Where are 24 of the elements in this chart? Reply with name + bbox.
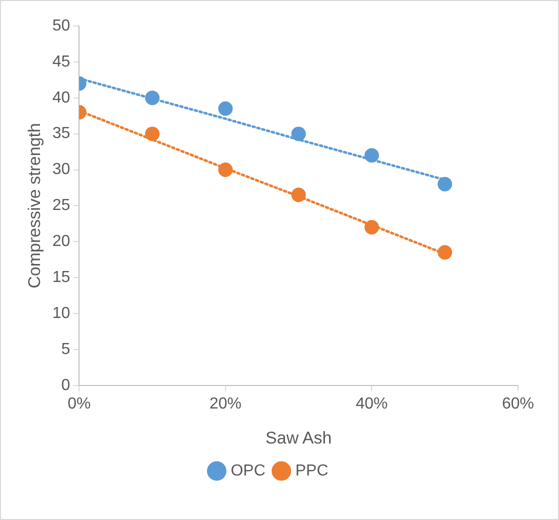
- y-axis-title: Compressive strength: [24, 123, 44, 288]
- x-tick-label: 0%: [68, 395, 91, 412]
- legend-label: OPC: [230, 462, 266, 480]
- y-tick-label: 25: [52, 197, 70, 214]
- legend-label: PPC: [295, 462, 328, 480]
- y-tick-label: 15: [52, 268, 70, 286]
- y-tick-label: 50: [52, 17, 70, 34]
- y-tick-label: 10: [52, 304, 70, 322]
- point: [438, 245, 452, 260]
- y-tick-label: 45: [52, 53, 70, 70]
- y-tick-label: 20: [52, 233, 70, 250]
- x-tick-label: 40%: [356, 395, 388, 412]
- x-axis-title: Saw Ash: [266, 428, 332, 448]
- y-tick-label: 35: [52, 125, 70, 142]
- y-tick-label: 5: [61, 340, 70, 358]
- y-tick-label: 0: [61, 376, 70, 394]
- x-tick-label: 60%: [502, 395, 534, 412]
- point: [438, 176, 452, 192]
- point: [218, 101, 233, 116]
- point: [291, 126, 306, 142]
- y-tick-label: 40: [52, 89, 70, 106]
- x-tick-label: 20%: [209, 395, 242, 412]
- y-tick-label: 30: [52, 161, 70, 178]
- point: [145, 126, 160, 142]
